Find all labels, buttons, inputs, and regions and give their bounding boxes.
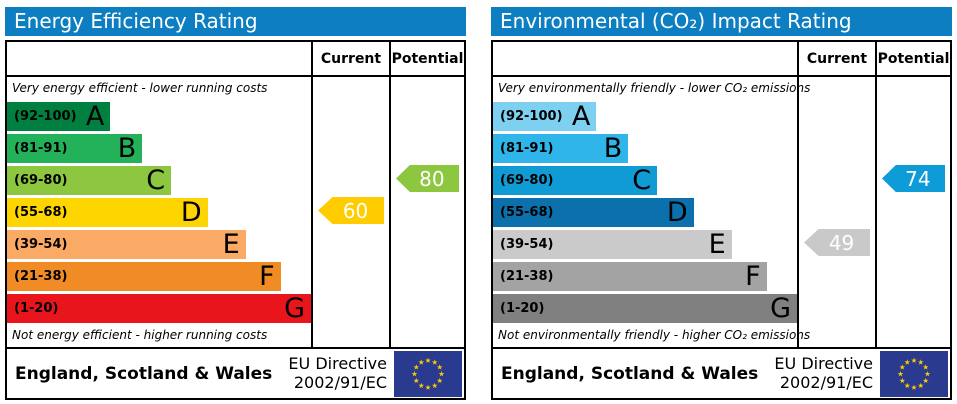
- band-g: (1-20) G: [493, 294, 797, 323]
- bottom-caption: Not energy efficient - higher running co…: [12, 328, 268, 342]
- band-d-range: (55-68): [14, 205, 68, 220]
- eu-flag-icon: [394, 350, 462, 397]
- band-f: (21-38) F: [7, 262, 281, 291]
- co2-panel-title: Environmental (CO₂) Impact Rating: [491, 7, 952, 36]
- band-e-letter: E: [708, 229, 726, 260]
- band-b-letter: B: [117, 133, 137, 164]
- band-d-letter: D: [666, 197, 688, 228]
- band-c: (69-80) C: [7, 165, 172, 196]
- band-d: (55-68) D: [7, 198, 208, 227]
- current-column-header: Current: [320, 50, 382, 67]
- band-row-a: (92-100) A: [493, 99, 950, 131]
- band-g-letter: G: [770, 293, 791, 324]
- potential-column-header: Potential: [391, 50, 464, 67]
- band-row-f: (21-38) F: [493, 259, 950, 291]
- region-label: England, Scotland & Wales: [501, 363, 759, 384]
- co2-impact-rating-panel: Environmental (CO₂) Impact Rating Curren…: [491, 7, 952, 400]
- energy-efficiency-rating-panel: Energy Efficiency Rating Current Potenti…: [5, 7, 466, 400]
- potential-rating-arrow: 80: [396, 165, 459, 192]
- top-caption: Very energy efficient - lower running co…: [12, 81, 268, 95]
- band-e: (39-54) E: [493, 230, 732, 259]
- band-e: (39-54) E: [7, 230, 246, 259]
- band-row-d: (55-68) D 60: [7, 195, 464, 227]
- potential-column-header: Potential: [877, 50, 950, 67]
- band-f-letter: F: [259, 261, 275, 292]
- band-b: (81-91) B: [493, 133, 629, 164]
- co2-rating-table: Current Potential Very environmentally f…: [491, 40, 952, 400]
- band-e-letter: E: [222, 229, 240, 260]
- band-row-c: (69-80) C 80: [7, 163, 464, 195]
- band-row-c: (69-80) C 74: [493, 163, 950, 195]
- band-f: (21-38) F: [493, 262, 767, 291]
- band-b-range: (81-91): [14, 141, 68, 156]
- band-f-range: (21-38): [14, 269, 68, 284]
- top-caption-row: Very environmentally friendly - lower CO…: [493, 77, 950, 99]
- energy-rating-table: Current Potential Very energy efficient …: [5, 40, 466, 400]
- band-d-letter: D: [180, 197, 202, 228]
- current-rating-arrow: 49: [804, 229, 870, 256]
- bottom-caption: Not environmentally friendly - higher CO…: [498, 328, 811, 342]
- band-c-letter: C: [146, 165, 166, 196]
- band-d: (55-68) D: [493, 198, 694, 227]
- band-f-range: (21-38): [500, 269, 554, 284]
- band-e-range: (39-54): [500, 237, 554, 252]
- eu-directive-label: EU Directive 2002/91/EC: [774, 353, 873, 392]
- region-label: England, Scotland & Wales: [15, 363, 273, 384]
- band-a-letter: A: [571, 101, 591, 132]
- eu-directive-label: EU Directive 2002/91/EC: [288, 353, 387, 392]
- table-header-row: Current Potential: [7, 42, 464, 77]
- band-c-range: (69-80): [14, 173, 68, 188]
- band-row-g: (1-20) G: [7, 291, 464, 323]
- band-a: (92-100) A: [7, 101, 111, 132]
- energy-panel-title: Energy Efficiency Rating: [5, 7, 466, 36]
- bottom-caption-row: Not energy efficient - higher running co…: [7, 323, 464, 349]
- band-c-range: (69-80): [500, 173, 554, 188]
- current-rating-arrow: 60: [318, 197, 384, 224]
- potential-rating-arrow: 74: [882, 165, 945, 192]
- bottom-caption-row: Not environmentally friendly - higher CO…: [493, 323, 950, 349]
- band-e-range: (39-54): [14, 237, 68, 252]
- band-row-e: (39-54) E: [7, 227, 464, 259]
- band-g-range: (1-20): [14, 301, 59, 316]
- band-b: (81-91) B: [7, 133, 143, 164]
- band-a-letter: A: [85, 101, 105, 132]
- table-header-row: Current Potential: [493, 42, 950, 77]
- table-footer: England, Scotland & Wales EU Directive 2…: [7, 349, 464, 398]
- current-column-header: Current: [806, 50, 868, 67]
- band-row-b: (81-91) B: [7, 131, 464, 163]
- band-b-range: (81-91): [500, 141, 554, 156]
- band-row-e: (39-54) E 49: [493, 227, 950, 259]
- band-row-a: (92-100) A: [7, 99, 464, 131]
- band-row-d: (55-68) D: [493, 195, 950, 227]
- top-caption-row: Very energy efficient - lower running co…: [7, 77, 464, 99]
- band-a-range: (92-100): [500, 109, 563, 124]
- band-d-range: (55-68): [500, 205, 554, 220]
- band-a-range: (92-100): [14, 109, 77, 124]
- band-b-letter: B: [603, 133, 623, 164]
- band-f-letter: F: [745, 261, 761, 292]
- band-g-letter: G: [284, 293, 305, 324]
- band-c-letter: C: [632, 165, 652, 196]
- band-c: (69-80) C: [493, 165, 658, 196]
- top-caption: Very environmentally friendly - lower CO…: [498, 81, 811, 95]
- band-g: (1-20) G: [7, 294, 311, 323]
- band-row-f: (21-38) F: [7, 259, 464, 291]
- eu-flag-icon: [880, 350, 948, 397]
- band-a: (92-100) A: [493, 101, 597, 132]
- band-g-range: (1-20): [500, 301, 545, 316]
- band-row-b: (81-91) B: [493, 131, 950, 163]
- table-footer: England, Scotland & Wales EU Directive 2…: [493, 349, 950, 398]
- band-row-g: (1-20) G: [493, 291, 950, 323]
